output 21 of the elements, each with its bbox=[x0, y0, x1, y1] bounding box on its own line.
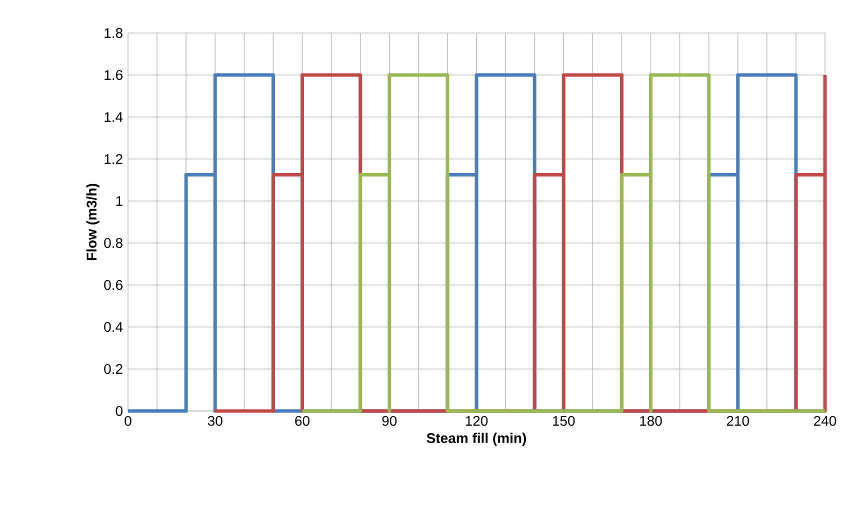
y-tick-label: 0 bbox=[116, 406, 123, 416]
y-tick-label: 1.4 bbox=[104, 112, 123, 122]
y-tick-label: 1.6 bbox=[104, 70, 122, 80]
x-tick-label: 30 bbox=[208, 416, 222, 426]
x-axis-title: Steam fill (min) bbox=[426, 432, 526, 446]
x-tick-label: 120 bbox=[466, 416, 488, 426]
x-tick-label: 60 bbox=[295, 416, 310, 426]
x-tick-label: 210 bbox=[726, 416, 749, 426]
y-tick-label: 0.8 bbox=[104, 238, 122, 248]
x-tick-label: 240 bbox=[814, 416, 836, 426]
y-tick-label: 1.8 bbox=[104, 28, 122, 38]
y-tick-label: 0.6 bbox=[104, 280, 122, 290]
y-tick-label: 0.4 bbox=[104, 322, 123, 332]
y-tick-label: 1 bbox=[116, 196, 122, 206]
x-tick-label: 180 bbox=[640, 416, 662, 426]
x-tick-label: 150 bbox=[553, 416, 575, 426]
y-tick-label: 1.2 bbox=[104, 154, 122, 164]
x-tick-label: 0 bbox=[124, 416, 132, 426]
x-tick-label: 90 bbox=[382, 416, 397, 426]
y-tick-label: 0.2 bbox=[104, 364, 122, 374]
y-axis-title: Flow (m3/h) bbox=[86, 184, 100, 260]
